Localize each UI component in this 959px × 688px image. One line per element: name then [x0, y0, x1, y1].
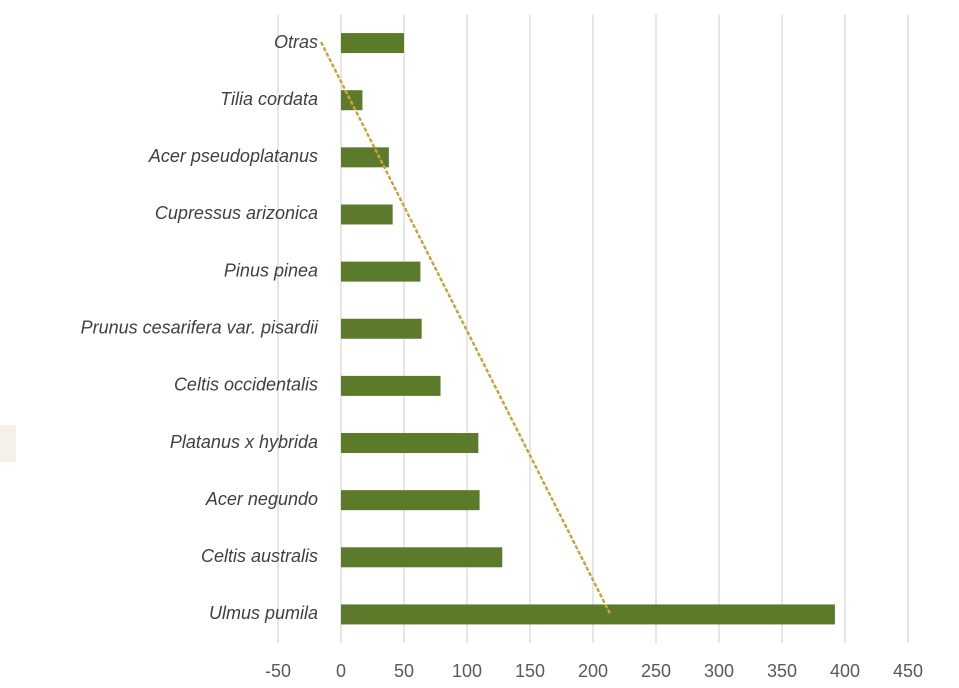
bar	[341, 375, 441, 396]
x-tick-label: 250	[641, 661, 671, 681]
bar	[341, 204, 393, 225]
category-label: Platanus x hybrida	[170, 432, 318, 452]
category-label: Acer negundo	[205, 489, 318, 509]
bar	[341, 90, 363, 111]
bar	[341, 547, 503, 568]
category-label: Otras	[274, 32, 318, 52]
side-panel-edge	[0, 425, 16, 462]
bar	[341, 433, 479, 454]
category-label: Ulmus pumila	[209, 603, 318, 623]
category-label: Celtis occidentalis	[174, 375, 318, 395]
x-tick-label: 200	[578, 661, 608, 681]
x-tick-label: 0	[336, 661, 346, 681]
x-tick-label: -50	[265, 661, 291, 681]
x-tick-label: 50	[394, 661, 414, 681]
x-tick-label: 400	[830, 661, 860, 681]
trendline	[320, 41, 612, 616]
bar	[341, 318, 422, 339]
category-label: Celtis australis	[201, 546, 318, 566]
x-tick-label: 350	[767, 661, 797, 681]
bar	[341, 604, 835, 625]
x-tick-label: 300	[704, 661, 734, 681]
bar	[341, 147, 389, 168]
category-label: Cupressus arizonica	[155, 203, 318, 223]
category-label: Acer pseudoplatanus	[148, 146, 318, 166]
bar	[341, 261, 421, 282]
category-label: Prunus cesarifera var. pisardii	[81, 318, 319, 338]
x-tick-label: 100	[452, 661, 482, 681]
category-label: Tilia cordata	[220, 89, 318, 109]
category-label: Pinus pinea	[224, 260, 318, 280]
bar	[341, 33, 404, 54]
x-tick-label: 150	[515, 661, 545, 681]
x-tick-label: 450	[893, 661, 923, 681]
bar	[341, 490, 480, 511]
